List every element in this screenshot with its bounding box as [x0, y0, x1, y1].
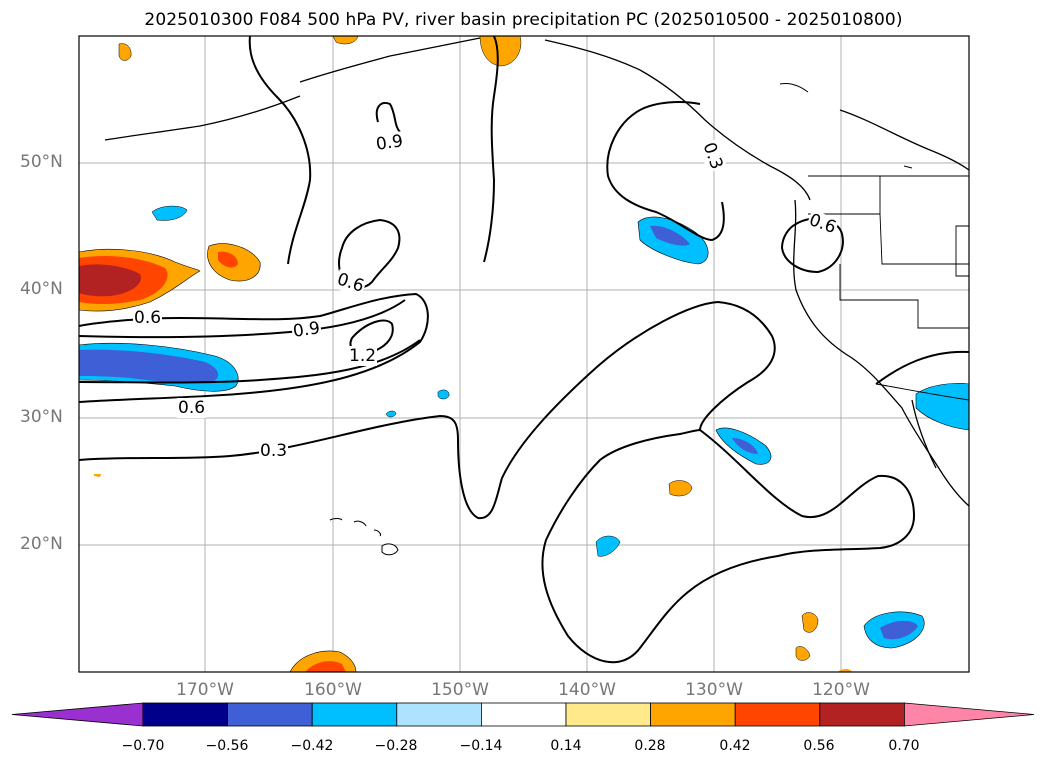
colorbar-segment [396, 702, 482, 727]
contour-label: 0.6 [177, 398, 207, 418]
colorbar [11, 702, 1035, 727]
contour-label: 0.6 [133, 308, 163, 328]
political-borders [808, 175, 969, 401]
colorbar-tick-label: −0.56 [205, 738, 249, 754]
islands [329, 83, 913, 556]
colorbar-segment [650, 702, 736, 727]
plot-frame [78, 35, 970, 673]
pv-contours [79, 36, 969, 664]
colorbar-segment [565, 702, 651, 727]
lon-label-170w: 170°W [176, 680, 234, 700]
colorbar-tick-label: 0.14 [550, 738, 582, 754]
colorbar-segment [142, 702, 228, 727]
colorbar-segment [480, 702, 567, 727]
contour-label: 1.2 [348, 346, 378, 366]
colorbar-tick-label: 0.56 [803, 738, 835, 754]
colorbar-tick-label: −0.42 [290, 738, 334, 754]
colorbar-segment [819, 702, 905, 727]
plot-area [79, 36, 969, 672]
colorbar-extend-max [904, 702, 1035, 727]
precip-positive-region [79, 36, 852, 672]
colorbar-segment [227, 702, 313, 727]
precip-negative-region [79, 205, 969, 649]
lon-label-160w: 160°W [304, 680, 362, 700]
lat-label-50n: 50°N [20, 152, 63, 172]
lat-label-20n: 20°N [20, 534, 63, 554]
lat-label-40n: 40°N [20, 279, 63, 299]
map-title: 2025010300 F084 500 hPa PV, river basin … [144, 10, 903, 30]
colorbar-tick-label: −0.14 [459, 738, 503, 754]
colorbar-tick-label: 0.42 [719, 738, 751, 754]
colorbar-tick-label: −0.70 [121, 738, 165, 754]
colorbar-segment [311, 702, 398, 727]
contour-label: 0.9 [290, 318, 323, 342]
lon-label-130w: 130°W [685, 680, 743, 700]
lat-label-30n: 30°N [20, 407, 63, 427]
colorbar-extend-min [11, 702, 144, 727]
colorbar-segment [734, 702, 821, 727]
lon-label-120w: 120°W [812, 680, 870, 700]
contour-label: 0.3 [259, 441, 289, 461]
lon-label-150w: 150°W [431, 680, 489, 700]
lon-label-140w: 140°W [558, 680, 616, 700]
colorbar-tick-label: 0.70 [888, 738, 920, 754]
coastlines [104, 37, 969, 507]
colorbar-tick-label: −0.28 [374, 738, 418, 754]
colorbar-tick-label: 0.28 [634, 738, 666, 754]
contour-label: 0.9 [373, 131, 406, 155]
